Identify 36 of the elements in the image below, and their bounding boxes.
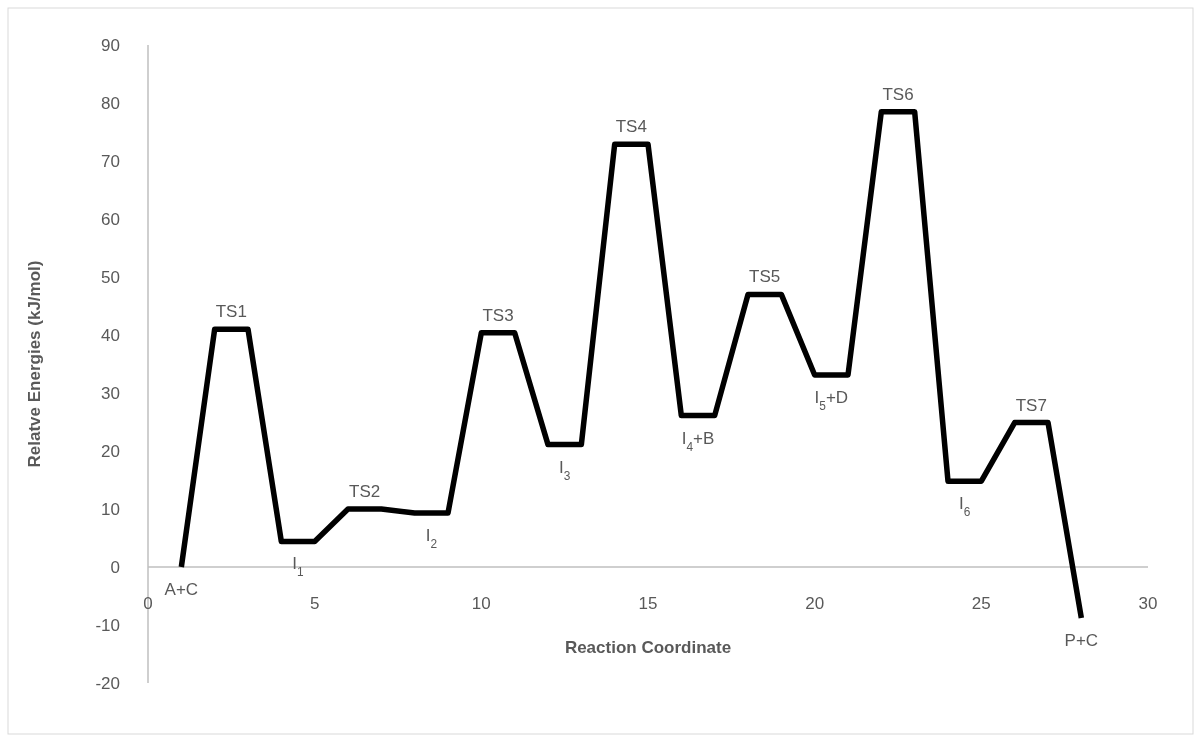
annotation: I$_{4}$+B — [681, 428, 715, 454]
y-tick-label: 30 — [101, 383, 120, 403]
annotation: TS5 — [749, 267, 781, 287]
y-tick-label: 0 — [110, 557, 120, 577]
y-tick-label: 60 — [101, 209, 120, 229]
annotation: I$_{6}$ — [958, 494, 971, 520]
annotation: TS1 — [215, 302, 247, 322]
annotation: I$_{3}$ — [558, 457, 571, 483]
annotation: I$_{5}$+D — [814, 388, 849, 414]
y-tick-label: 80 — [101, 93, 120, 113]
annotation: TS2 — [349, 482, 381, 501]
annotation: I$_{2}$ — [425, 526, 438, 552]
x-tick-label: 25 — [971, 594, 991, 613]
x-tick-label: 0 — [143, 594, 153, 613]
y-tick-label: 70 — [101, 151, 120, 171]
y-axis-title: Relatve Energies (kJ/mol) — [25, 260, 44, 468]
x-tick-label: 10 — [471, 594, 491, 613]
y-tick-label: 90 — [101, 35, 120, 55]
annotation: TS7 — [1015, 395, 1047, 415]
x-axis-title: Reaction Coordinate — [564, 638, 732, 657]
y-tick-label: 20 — [101, 441, 120, 461]
annotation: P+C — [1064, 631, 1099, 651]
annotation: TS3 — [482, 305, 514, 325]
annotation: TS6 — [882, 84, 914, 104]
x-tick-label: 5 — [309, 594, 320, 613]
x-tick-label: 30 — [1138, 594, 1158, 613]
x-tick-label: 15 — [638, 594, 658, 613]
x-tick-label: 20 — [805, 594, 825, 613]
y-tick-label: 40 — [101, 325, 120, 345]
annotation: TS4 — [615, 117, 647, 137]
y-tick-label: 10 — [101, 499, 120, 519]
y-tick-label: -10 — [95, 615, 120, 635]
y-tick-label: 50 — [101, 267, 120, 287]
annotation: I$_{1}$ — [292, 554, 305, 580]
annotation: A+C — [164, 580, 199, 599]
y-tick-label: -20 — [95, 673, 120, 693]
